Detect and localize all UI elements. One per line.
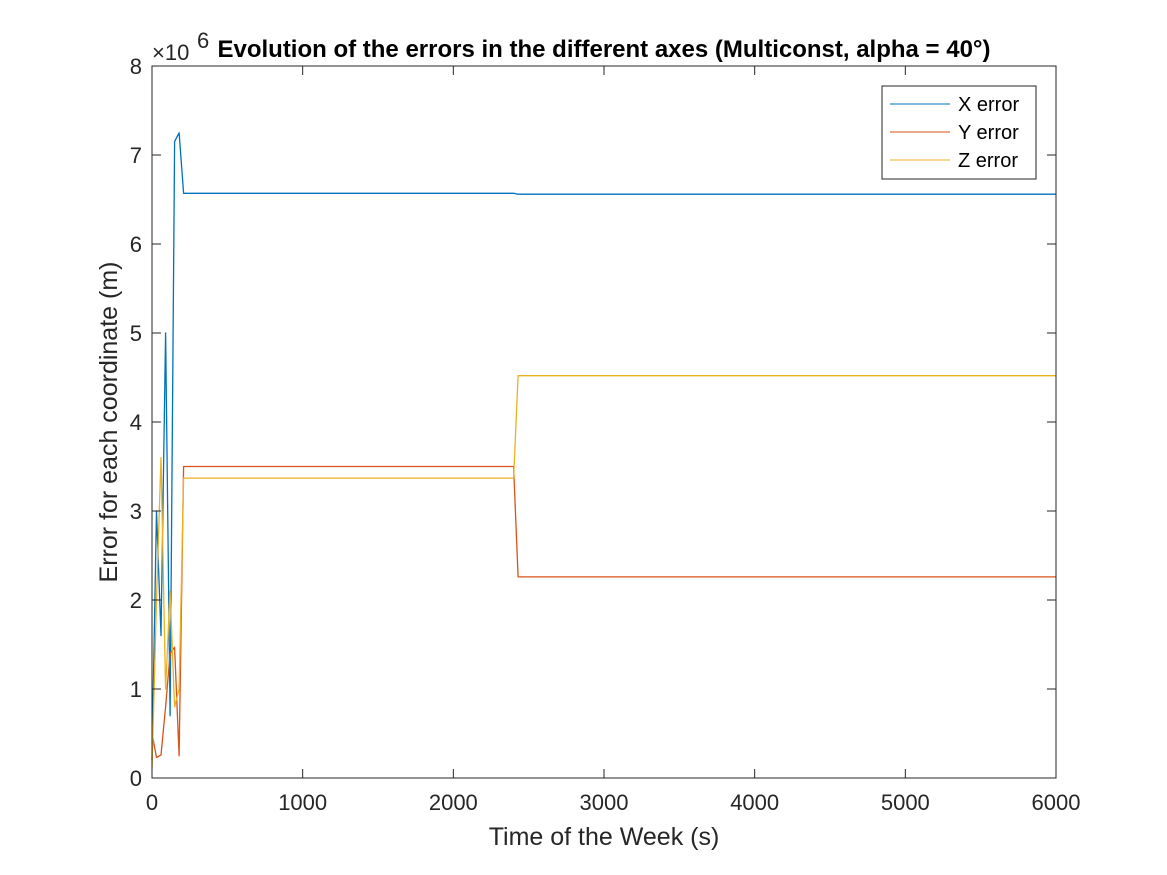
legend-label-x-error: X error bbox=[958, 94, 1019, 116]
series-line-y-error bbox=[151, 465, 1056, 759]
chart-title: Evolution of the errors in the different… bbox=[217, 36, 990, 63]
x-tick-label-3000: 3000 bbox=[580, 790, 629, 815]
y-tick-label-0: 0 bbox=[130, 766, 142, 791]
x-tick-label-5000: 5000 bbox=[881, 790, 930, 815]
legend-label-z-error: Z error bbox=[958, 150, 1018, 172]
y-tick-label-7: 7 bbox=[130, 143, 142, 168]
y-axis-label: Error for each coordinate (m) bbox=[95, 262, 123, 583]
x-tick-label-4000: 4000 bbox=[730, 790, 779, 815]
series-line-x-error bbox=[151, 132, 1056, 761]
y-tick-label-2: 2 bbox=[130, 588, 142, 613]
ticks-layer: 0 1000 2000 3000 4000 5000 6000 0 1 2 3 4 5 6 7 8 bbox=[130, 54, 1081, 815]
y-tick-label-3: 3 bbox=[130, 499, 142, 524]
y-exponent-power: 6 bbox=[197, 28, 209, 53]
y-tick-label-6: 6 bbox=[130, 232, 142, 257]
y-tick-label-8: 8 bbox=[130, 54, 142, 79]
y-tick-label-1: 1 bbox=[130, 677, 142, 702]
x-tick-label-0: 0 bbox=[146, 790, 158, 815]
series-layer bbox=[151, 132, 1056, 770]
series-line-z-error bbox=[151, 375, 1056, 770]
y-exponent-label: ×10 bbox=[152, 40, 189, 65]
legend-label-y-error: Y error bbox=[958, 122, 1019, 144]
plot-area bbox=[152, 66, 1056, 778]
y-tick-label-5: 5 bbox=[130, 321, 142, 346]
x-tick-label-1000: 1000 bbox=[278, 790, 327, 815]
x-tick-label-6000: 6000 bbox=[1032, 790, 1081, 815]
legend: X error Y error Z error bbox=[881, 85, 1037, 180]
y-tick-label-4: 4 bbox=[130, 410, 142, 435]
x-tick-label-2000: 2000 bbox=[429, 790, 478, 815]
x-axis-label: Time of the Week (s) bbox=[489, 823, 720, 851]
